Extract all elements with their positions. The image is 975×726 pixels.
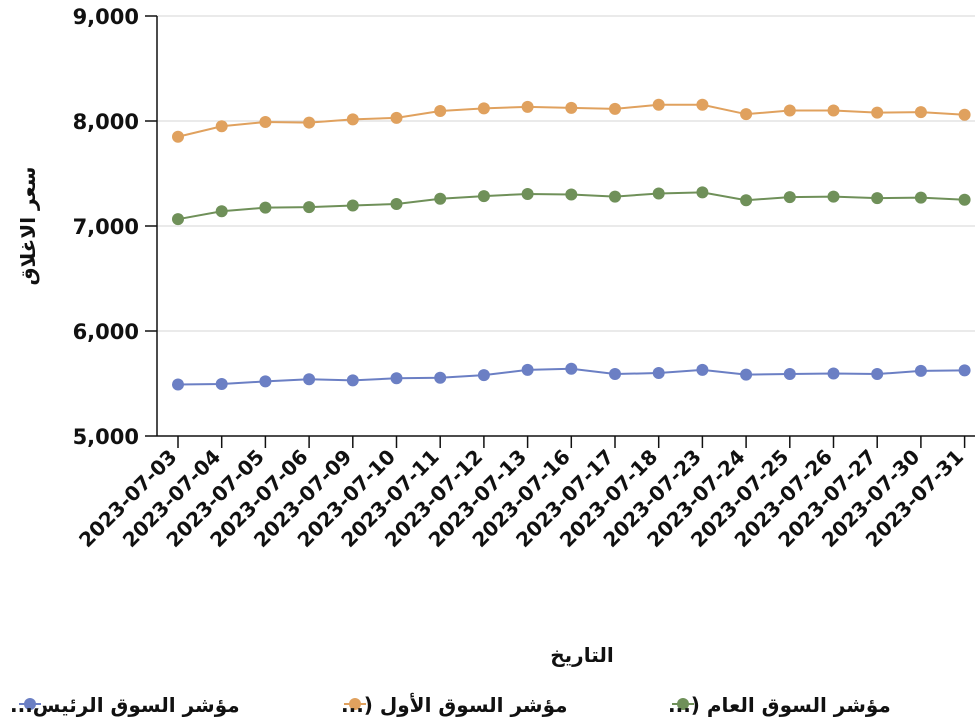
legend-label: مؤشر السوق العام (...: [668, 693, 891, 717]
data-point: [172, 130, 184, 143]
data-point: [172, 378, 184, 391]
data-point: [609, 102, 621, 115]
y-tick-label: 6,000: [73, 320, 139, 344]
y-axis-title: سعر الاغلاق: [16, 167, 40, 286]
series-2: [172, 186, 971, 226]
y-axis-ticks: 5,000 6,000 7,000 8,000 9,000: [73, 5, 157, 449]
data-point: [609, 368, 621, 381]
data-point: [871, 106, 884, 119]
data-point: [652, 98, 665, 111]
data-point: [346, 199, 359, 212]
data-point: [303, 116, 316, 129]
legend: مؤشر السوق الرئيس... مؤشر السوق الأول (..…: [10, 692, 891, 717]
data-point: [172, 213, 184, 226]
data-point: [477, 369, 490, 382]
x-axis-title: التاريخ: [550, 643, 613, 667]
data-point: [215, 205, 228, 218]
data-point: [390, 111, 403, 124]
data-point: [958, 108, 971, 121]
data-point: [521, 187, 534, 200]
data-point: [390, 197, 403, 210]
data-point: [477, 102, 490, 115]
data-point: [434, 105, 447, 118]
data-point: [958, 364, 971, 377]
data-point: [215, 120, 228, 133]
y-tick-label: 8,000: [73, 110, 139, 134]
data-point: [740, 108, 753, 121]
data-point: [477, 190, 490, 203]
legend-label: مؤشر السوق الرئيس...: [10, 693, 240, 717]
legend-label: مؤشر السوق الأول (...: [341, 692, 568, 717]
data-point: [521, 100, 534, 113]
data-point: [434, 192, 447, 205]
data-point: [303, 373, 316, 386]
y-tick-label: 9,000: [73, 5, 139, 29]
data-point: [740, 194, 753, 207]
data-point: [914, 106, 927, 119]
data-point: [696, 363, 709, 376]
data-point: [827, 104, 840, 117]
data-point: [303, 201, 316, 214]
series-0: [172, 362, 971, 391]
series-1: [172, 98, 971, 143]
data-point: [565, 101, 578, 114]
data-point: [609, 190, 621, 203]
data-point: [259, 201, 272, 214]
data-series: [172, 98, 971, 391]
data-point: [652, 367, 665, 379]
data-point: [346, 113, 359, 126]
x-axis-ticks: 2023-07-032023-07-042023-07-052023-07-06…: [74, 436, 968, 552]
data-point: [783, 368, 796, 381]
data-point: [696, 186, 709, 199]
legend-entry: [672, 698, 694, 710]
data-point: [783, 104, 796, 117]
data-point: [259, 375, 272, 388]
data-point: [215, 378, 228, 391]
data-point: [914, 364, 927, 377]
legend-dot-marker: [349, 698, 361, 710]
data-point: [871, 368, 884, 381]
data-point: [259, 116, 272, 129]
y-tick-label: 5,000: [73, 425, 139, 449]
data-point: [390, 372, 403, 385]
legend-entry: [19, 698, 41, 710]
data-point: [565, 362, 578, 375]
data-point: [783, 191, 796, 204]
legend-entry: [344, 698, 366, 710]
data-point: [346, 374, 359, 387]
data-point: [521, 363, 534, 376]
data-point: [434, 371, 447, 384]
data-point: [827, 190, 840, 203]
legend-dot-marker: [677, 698, 689, 710]
data-point: [827, 367, 840, 380]
data-point: [652, 187, 665, 200]
data-point: [740, 368, 753, 381]
data-point: [696, 98, 709, 111]
y-tick-label: 7,000: [73, 215, 139, 239]
data-point: [871, 192, 884, 205]
data-point: [958, 193, 971, 206]
gridlines: [157, 15, 975, 332]
legend-dot-marker: [24, 698, 36, 710]
data-point: [914, 191, 927, 204]
data-point: [565, 188, 578, 201]
